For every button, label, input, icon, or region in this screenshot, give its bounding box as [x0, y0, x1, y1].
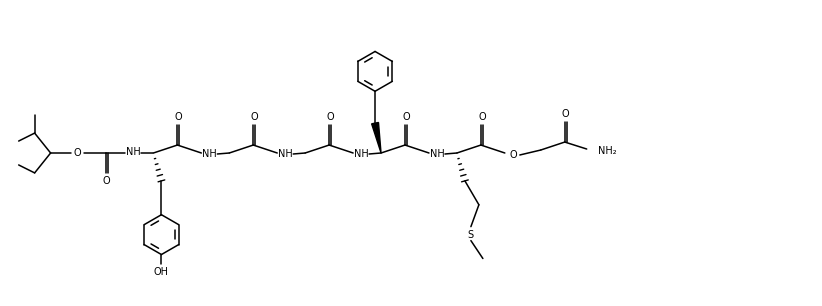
Text: O: O [562, 109, 570, 119]
Text: NH: NH [353, 149, 368, 159]
Text: S: S [468, 230, 474, 240]
Text: NH: NH [202, 149, 217, 159]
Text: O: O [251, 112, 258, 122]
Text: O: O [103, 176, 110, 186]
Polygon shape [372, 122, 381, 153]
Text: O: O [326, 112, 334, 122]
Text: O: O [174, 112, 182, 122]
Text: O: O [478, 112, 486, 122]
Text: OH: OH [154, 267, 169, 278]
Text: NH: NH [430, 149, 445, 159]
Text: NH: NH [278, 149, 293, 159]
Text: NH₂: NH₂ [598, 146, 616, 156]
Text: O: O [402, 112, 410, 122]
Text: NH: NH [126, 147, 141, 157]
Text: O: O [74, 148, 81, 158]
Text: O: O [509, 150, 517, 160]
